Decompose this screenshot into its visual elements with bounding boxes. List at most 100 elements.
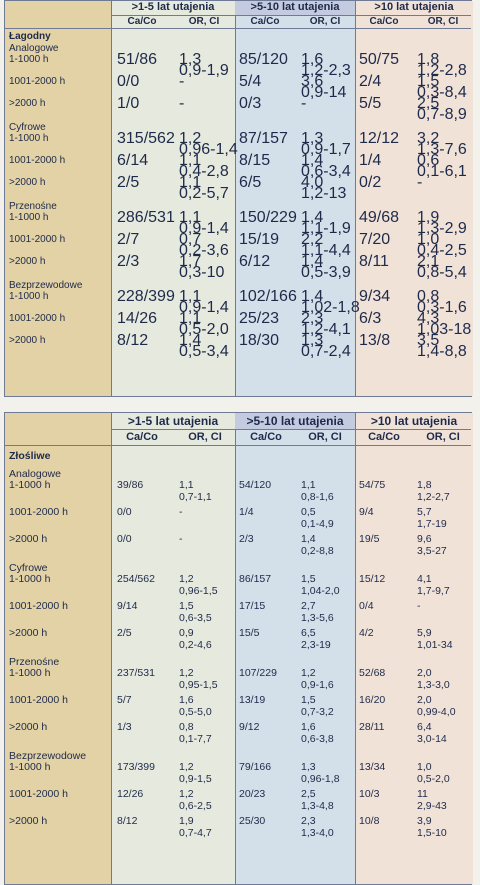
ca-co-value: 2/5 [117, 174, 140, 191]
ca-co-value: 12/12 [359, 130, 400, 147]
subheader-or-ci: OR, CI [427, 15, 459, 27]
row-label: 1001-2000 h [9, 600, 68, 612]
subheader-ca-co: Ca/Co [250, 431, 282, 443]
row-label: >2000 h [9, 533, 48, 545]
ca-co-value: 25/30 [239, 815, 266, 827]
group-header-2: >10 lat utajenia [374, 1, 454, 13]
row-label: 1-1000 h [9, 479, 51, 491]
or-ci-value: 3,5 1,4-8,8 [417, 332, 467, 360]
or-ci-value: - [179, 95, 185, 112]
or-ci-value: 1,8 1,2-2,8 [417, 51, 467, 79]
ca-co-value: 28/11 [359, 721, 385, 733]
or-ci-value: 1,5 0,6-3,5 [179, 600, 212, 624]
row-label: 1001-2000 h [9, 234, 66, 245]
subheader-ca-co: Ca/Co [369, 15, 399, 27]
ca-co-value: 2/5 [117, 627, 132, 639]
or-ci-value: 0,9 0,2-4,6 [179, 627, 212, 651]
or-ci-value: 0,5 0,1-4,9 [301, 506, 334, 530]
table-benign: >1-5 lat utajenia >5-10 lat utajenia >10 l… [4, 0, 473, 397]
ca-co-value: 49/68 [359, 209, 400, 226]
ca-co-value: 8/15 [239, 152, 271, 169]
ca-co-value: 15/5 [239, 627, 260, 639]
ca-co-value: 18/30 [239, 332, 280, 349]
row-label: 1-1000 h [9, 291, 49, 302]
ca-co-value: 5/4 [239, 73, 262, 90]
or-ci-value: 1,1 0,8-1,6 [301, 479, 334, 503]
or-ci-value: - [417, 174, 423, 191]
group-header-0: >1-5 lat utajenia [131, 1, 215, 13]
ca-co-value: 9/12 [239, 721, 260, 733]
or-ci-value: 3,9 1,5-10 [417, 815, 447, 839]
ca-co-value: 8/11 [359, 253, 389, 270]
column-bg-1 [111, 413, 235, 884]
row-label: >2000 h [9, 335, 46, 346]
or-ci-value: 1,4 0,6-3,4 [301, 152, 351, 180]
ca-co-value: 10/3 [359, 788, 380, 800]
or-ci-value: 2,0 1,3-3,0 [417, 667, 450, 691]
or-ci-value: 1,1 0,4-2,8 [179, 152, 229, 180]
subheader-or-ci: OR, CI [188, 431, 222, 443]
section-label: Bezprzewodowe [9, 280, 83, 291]
row-label: 1001-2000 h [9, 694, 68, 706]
ca-co-value: 51/86 [117, 51, 158, 68]
ca-co-value: 39/86 [117, 479, 144, 491]
ca-co-value: 1/4 [239, 506, 254, 518]
ca-co-value: 1/0 [117, 95, 140, 112]
or-ci-value: 1,5 1,04-2,0 [301, 573, 340, 597]
row-label: >2000 h [9, 256, 46, 267]
header-band [235, 413, 355, 429]
ca-co-value: 254/562 [117, 573, 155, 585]
row-label: 1001-2000 h [9, 313, 66, 324]
or-ci-value: 1,2 0,9-1,6 [301, 667, 334, 691]
column-bg-3 [355, 1, 473, 396]
or-ci-value: 1,9 1,3-2,9 [417, 209, 467, 237]
or-ci-value: 2,7 1,3-5,6 [301, 600, 334, 624]
or-ci-value: 1,1 0,7-1,1 [179, 479, 212, 503]
or-ci-value: 1,2 0,6-2,5 [179, 788, 212, 812]
ca-co-value: 237/531 [117, 667, 155, 679]
row-label: >2000 h [9, 177, 46, 188]
section-label: Analogowe [9, 43, 59, 54]
or-ci-value: 1,5 0,3-8,4 [417, 73, 467, 101]
or-ci-value: 1,9 0,7-4,7 [179, 815, 212, 839]
or-ci-value: 1,6 1,2-2,3 [301, 51, 351, 79]
or-ci-value: 1,1 0,5-2,0 [179, 310, 229, 338]
or-ci-value: 1,6 0,5-5,0 [179, 694, 212, 718]
or-ci-value: 3,2 1,3-7,6 [417, 130, 467, 158]
subheader-ca-co: Ca/Co [368, 431, 400, 443]
ca-co-value: 16/20 [359, 694, 386, 706]
or-ci-value: 1,4 0,5-3,4 [179, 332, 229, 360]
ca-co-value: 5/5 [359, 95, 382, 112]
or-ci-value: 2,5 0,7-8,9 [417, 95, 467, 123]
row-label: >2000 h [9, 721, 48, 733]
group-header-1: >5-10 lat utajenia [250, 1, 340, 13]
header-band [235, 1, 355, 15]
ca-co-value: 25/23 [239, 310, 280, 327]
or-ci-value: 3,6 0,9-14 [301, 73, 347, 101]
col-divider-2 [355, 413, 356, 884]
or-ci-value: 0,7 0,2-3,6 [179, 231, 229, 259]
subheader-or-ci: OR, CI [308, 431, 342, 443]
subheader-ca-co: Ca/Co [250, 15, 280, 27]
row-label: 1-1000 h [9, 54, 49, 65]
ca-co-value: 0/4 [359, 600, 374, 612]
ca-co-value: 6/3 [359, 310, 382, 327]
ca-co-value: 13/8 [359, 332, 391, 349]
column-bg-0 [5, 413, 111, 884]
ca-co-value: 14/26 [117, 310, 158, 327]
or-ci-value: 0,8 0,1-7,7 [179, 721, 212, 745]
ca-co-value: 150/229 [239, 209, 297, 226]
col-divider-0 [111, 413, 112, 884]
or-ci-value: 2,1 0,8-5,4 [417, 253, 467, 281]
or-ci-value: 6,5 2,3-19 [301, 627, 331, 651]
subheader-ca-co: Ca/Co [127, 15, 157, 27]
or-ci-value: 1,4 0,5-3,9 [301, 253, 351, 281]
row-label: 1001-2000 h [9, 788, 68, 800]
col-divider-0 [111, 1, 112, 396]
subheader-or-ci: OR, CI [426, 431, 460, 443]
or-ci-value: 4,3 1,03-18 [417, 310, 472, 338]
or-ci-value: 1,2 0,96-1,5 [179, 573, 218, 597]
or-ci-value: 5,9 1,01-34 [417, 627, 453, 651]
or-ci-value: 1,1 0,9-1,4 [179, 209, 229, 237]
or-ci-value: 2,2 1,1-4,4 [301, 231, 351, 259]
